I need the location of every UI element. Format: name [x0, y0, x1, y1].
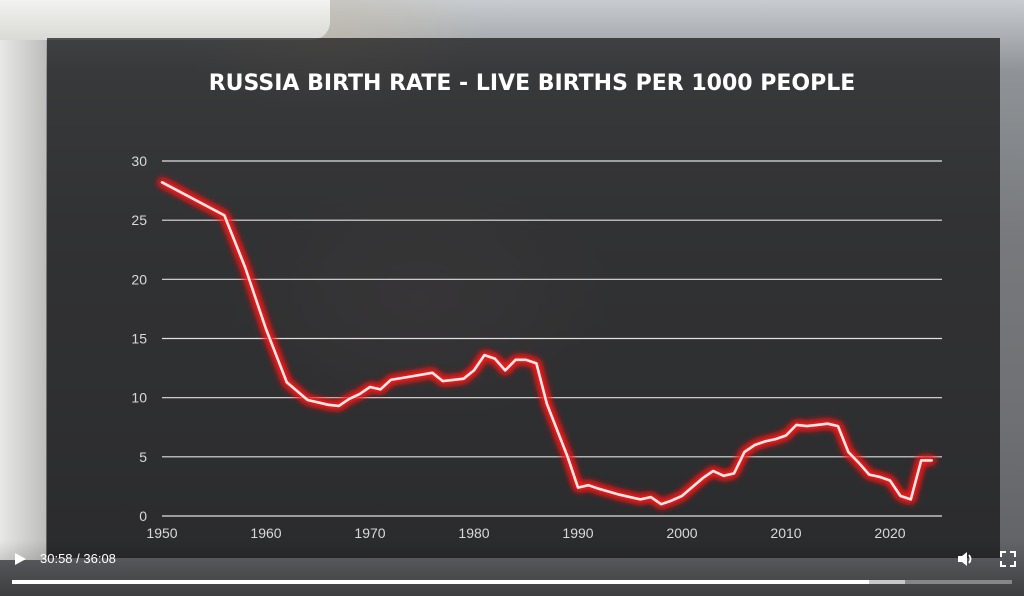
data-point [858, 461, 860, 464]
crib-rail [0, 0, 330, 40]
y-tick-label: 5 [139, 449, 147, 465]
data-point [483, 354, 486, 356]
data-point [369, 386, 371, 388]
data-point [410, 375, 413, 378]
data-point [566, 456, 569, 458]
chart-title: RUSSIA BIRTH RATE - LIVE BIRTHS PER 1000… [209, 71, 856, 96]
volume-icon [958, 552, 972, 566]
data-point [431, 372, 434, 374]
data-point [733, 472, 735, 475]
data-point [899, 495, 902, 497]
x-tick-label: 2010 [770, 525, 801, 541]
data-point [244, 266, 246, 269]
data-point [847, 451, 850, 453]
data-point [525, 359, 527, 361]
data-point [868, 473, 870, 476]
data-point [286, 381, 288, 384]
play-button[interactable] [10, 549, 30, 569]
fullscreen-button[interactable] [998, 549, 1018, 569]
data-point [670, 499, 673, 502]
volume-button[interactable] [955, 549, 975, 569]
data-point [358, 393, 361, 395]
data-point [930, 459, 933, 462]
data-point [722, 474, 725, 477]
data-point [494, 357, 496, 360]
data-point [462, 377, 465, 380]
data-point [806, 425, 808, 427]
x-axis-ticks: 1950 1960 1970 1980 1990 2000 2010 2020 [146, 525, 905, 541]
data-point [452, 379, 455, 381]
y-axis-ticks: 0 5 10 15 20 25 30 [131, 153, 147, 524]
data-point [223, 214, 226, 217]
data-point [338, 405, 340, 407]
data-point [816, 424, 818, 426]
data-point [785, 434, 787, 437]
data-point [743, 451, 746, 453]
data-point [878, 476, 881, 478]
data-point [306, 399, 309, 401]
birth-rate-chart: RUSSIA BIRTH RATE - LIVE BIRTHS PER 1000… [131, 71, 942, 541]
x-tick-label: 1980 [458, 525, 489, 541]
x-tick-label: 1970 [354, 525, 385, 541]
data-point [795, 424, 798, 426]
chart-overlay: RUSSIA BIRTH RATE - LIVE BIRTHS PER 1000… [47, 38, 1000, 558]
x-tick-label: 1960 [250, 525, 281, 541]
data-point [639, 498, 642, 501]
data-point [161, 181, 163, 184]
time-display: 30:58 / 36:08 [40, 551, 116, 566]
data-point [681, 495, 683, 497]
data-point [577, 486, 579, 489]
y-tick-label: 15 [131, 331, 147, 347]
data-point [587, 484, 590, 487]
data-point [598, 487, 600, 490]
data-point [754, 444, 756, 446]
data-point [712, 470, 714, 472]
data-point [920, 459, 922, 462]
y-tick-label: 10 [131, 390, 147, 406]
data-point [442, 380, 444, 382]
x-tick-label: 2000 [666, 525, 697, 541]
series-layer [158, 178, 936, 508]
data-point [618, 493, 621, 496]
data-point [390, 379, 392, 381]
data-point [327, 403, 330, 406]
y-tick-label: 0 [139, 508, 147, 524]
x-tick-label: 1990 [562, 525, 593, 541]
data-point [660, 503, 662, 505]
x-tick-label: 2020 [874, 525, 905, 541]
data-point [837, 425, 839, 427]
data-point [889, 479, 891, 482]
y-tick-label: 25 [131, 212, 147, 228]
data-point [546, 402, 548, 405]
data-point [348, 398, 351, 400]
player-control-bar [0, 540, 1024, 596]
data-point [514, 359, 517, 361]
data-point [774, 438, 777, 440]
fullscreen-icon [1000, 551, 1016, 567]
data-point [379, 388, 382, 391]
y-tick-label: 30 [131, 153, 147, 169]
y-tick-label: 20 [131, 271, 147, 287]
data-point [764, 440, 766, 443]
data-point [910, 498, 912, 501]
data-point [504, 369, 507, 372]
data-point [702, 477, 704, 479]
grid-layer [162, 160, 942, 517]
data-point [473, 369, 475, 372]
seek-bar-played [12, 580, 869, 584]
play-icon [15, 553, 26, 565]
crib-post [0, 40, 46, 560]
data-point [650, 496, 652, 498]
x-tick-label: 1950 [146, 525, 177, 541]
birth-rate-line [160, 181, 933, 506]
data-point [826, 422, 829, 425]
data-point [535, 362, 538, 365]
data-point [265, 328, 267, 330]
seek-bar[interactable] [12, 580, 1012, 584]
series-line-glow [158, 178, 936, 508]
